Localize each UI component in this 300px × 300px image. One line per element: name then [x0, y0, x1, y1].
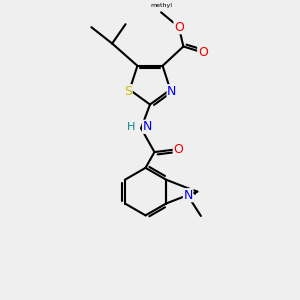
Text: O: O — [198, 46, 208, 59]
Text: N: N — [167, 85, 176, 98]
Text: N: N — [142, 120, 152, 133]
Text: methyl: methyl — [150, 3, 172, 8]
Text: N: N — [183, 189, 193, 202]
Text: O: O — [174, 21, 184, 34]
Text: S: S — [124, 85, 132, 98]
Text: H: H — [128, 122, 136, 132]
Text: O: O — [173, 142, 183, 156]
